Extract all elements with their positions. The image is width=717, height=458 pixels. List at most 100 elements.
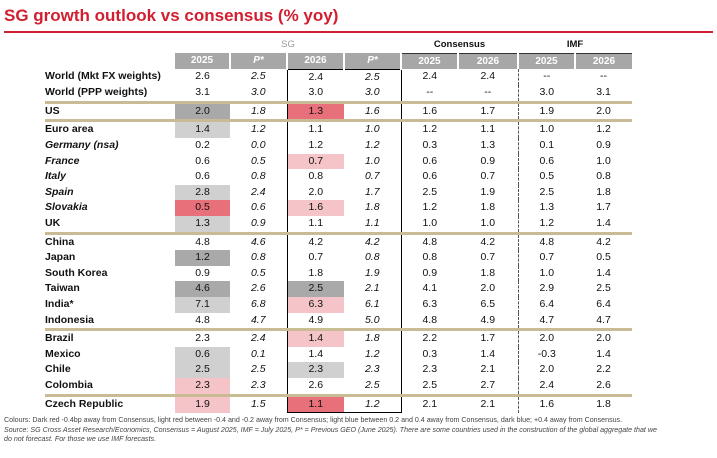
cell-sg-2025: 2.8: [175, 184, 230, 201]
growth-table: SG Consensus IMF 2025 P* 2026 P* 2025 20…: [44, 37, 632, 414]
cell-sg-2026: 3.0: [286, 85, 344, 103]
row-label: Colombia: [45, 378, 93, 391]
cell-sg-prev-2025: 1.5: [230, 393, 287, 413]
cell-imf-2026: 1.8: [596, 185, 611, 198]
cell-sg-2026: 2.4: [286, 68, 344, 86]
cell-sg-prev-2025: 1.2: [230, 119, 287, 139]
cell-sg-2026: 2.3: [286, 362, 344, 378]
cell-sg-2025: 0.9: [195, 266, 210, 279]
cell-consensus-2026: 4.9: [480, 313, 496, 326]
header-group-imf: IMF: [518, 37, 632, 54]
cell-imf-2025: 3.0: [517, 85, 575, 103]
cell-sg-2025: 4.8: [195, 313, 210, 326]
cell-imf-2026: 1.4: [596, 347, 611, 360]
row-label: South Korea: [45, 266, 108, 279]
cell-sg-prev-2025: 0.9: [250, 217, 266, 230]
cell-imf-2025: 0.5: [517, 169, 575, 185]
table-row: Czech Republic 1.9 1.5 1.1 1.2 2.1 2.1 1.6 1.8: [45, 393, 632, 414]
cell-sg-prev-2025: 6.8: [250, 298, 266, 310]
cell-imf-2025: 1.0: [517, 265, 575, 282]
cell-consensus-2026: 6.5: [480, 298, 496, 310]
cell-consensus-2025: 2.2: [401, 328, 458, 347]
cell-consensus-2026: 1.4: [480, 347, 496, 360]
cell-imf-2025: 1.0: [517, 119, 575, 139]
table-body: World (Mkt FX weights) 2.6 2.5 2.4 2.5 2.4 2.4…: [45, 68, 632, 414]
title-divider: [4, 31, 713, 33]
cell-sg-2026: 1.1: [286, 216, 344, 234]
cell-sg-prev-2026: 2.5: [344, 68, 402, 86]
row-label: World (Mkt FX weights): [45, 70, 161, 83]
cell-imf-2025: 2.9: [517, 281, 575, 297]
row-label: India*: [45, 298, 74, 310]
cell-sg-prev-2025: 0.8: [250, 170, 266, 183]
table-row: Japan 1.2 0.8 0.7 0.8 0.8 0.7 0.7 0.5: [45, 250, 632, 266]
cell-sg-2025: 2.3: [175, 328, 230, 347]
row-label: Mexico: [45, 347, 81, 360]
row-label: Slovakia: [45, 201, 88, 214]
cell-consensus-2026: 0.7: [480, 251, 496, 264]
cell-consensus-2025: 1.2: [422, 201, 438, 214]
cell-consensus-2026: 0.7: [480, 170, 496, 183]
cell-sg-prev-2026: 1.0: [344, 119, 402, 139]
cell-sg-prev-2026: 1.8: [344, 328, 402, 347]
row-label: Euro area: [45, 119, 175, 139]
cell-consensus-2025: 4.8: [401, 231, 458, 251]
cell-sg-2026: 0.8: [286, 169, 344, 185]
row-label: Spain: [45, 185, 74, 198]
cell-sg-2025: 0.5: [175, 200, 230, 217]
row-label: Indonesia: [45, 313, 95, 326]
row-label: US: [45, 100, 175, 121]
row-label: Brazil: [45, 328, 175, 347]
cell-sg-2026: 4.2: [286, 231, 344, 251]
cell-sg-prev-2026: 1.7: [344, 184, 402, 201]
table-row: World (PPP weights) 3.1 3.0 3.0 3.0 -- -- 3.0 3.…: [45, 85, 632, 103]
page-title: SG growth outlook vs consensus (% yoy): [4, 6, 339, 25]
cell-imf-2025: -0.3: [517, 346, 575, 363]
cell-sg-2025: 2.6: [195, 70, 210, 83]
cell-sg-prev-2025: 3.0: [250, 86, 266, 99]
cell-consensus-2025: 4.1: [422, 282, 438, 295]
cell-sg-prev-2026: 1.0: [344, 153, 402, 170]
cell-consensus-2026: 1.9: [480, 185, 496, 198]
cell-sg-2026: 1.3: [286, 100, 344, 121]
row-label: Germany (nsa): [45, 139, 119, 152]
cell-imf-2026: --: [600, 70, 607, 83]
cell-imf-2026: 2.2: [596, 363, 611, 376]
cell-imf-2026: 1.4: [596, 217, 611, 230]
table-row: Taiwan 4.6 2.6 2.5 2.1 4.1 2.0 2.9 2.5: [45, 281, 632, 297]
cell-imf-2025: 0.7: [517, 250, 575, 266]
header-imf-2026: 2026: [574, 53, 632, 70]
table-year-header: 2025 P* 2026 P* 2025 2026 2025 2026: [44, 53, 632, 70]
cell-consensus-2025: 1.6: [401, 100, 458, 121]
cell-sg-prev-2025: 2.3: [250, 378, 266, 391]
table-row: China 4.8 4.6 4.2 4.2 4.8 4.2 4.8 4.2: [45, 231, 632, 251]
cell-sg-prev-2025: 0.8: [250, 251, 266, 264]
cell-sg-prev-2026: 4.2: [344, 231, 402, 251]
cell-imf-2026: 4.7: [596, 313, 611, 326]
cell-imf-2026: 0.5: [596, 251, 611, 264]
cell-sg-2025: 1.2: [175, 250, 230, 266]
cell-imf-2026: 4.2: [575, 231, 632, 251]
cell-consensus-2025: 2.5: [422, 378, 438, 391]
cell-sg-prev-2026: 2.1: [344, 281, 402, 297]
cell-imf-2025: --: [517, 69, 575, 86]
cell-imf-2026: 2.0: [575, 328, 632, 347]
cell-sg-2025: 2.3: [175, 377, 230, 396]
cell-sg-2025: 0.6: [195, 154, 210, 167]
cell-sg-prev-2026: 1.2: [344, 346, 402, 363]
cell-sg-2026: 4.9: [286, 312, 344, 330]
cell-sg-prev-2025: 0.6: [250, 201, 266, 214]
cell-sg-2026: 2.0: [286, 184, 344, 201]
cell-imf-2026: 2.0: [575, 100, 632, 121]
cell-imf-2025: 2.5: [517, 184, 575, 201]
cell-imf-2026: 0.8: [596, 170, 611, 183]
cell-sg-2025: 0.2: [195, 139, 210, 152]
cell-imf-2025: 0.6: [517, 153, 575, 170]
cell-sg-2025: 4.6: [175, 281, 230, 297]
cell-imf-2025: 4.7: [517, 312, 575, 330]
cell-imf-2026: 1.2: [575, 119, 632, 139]
table-row: US 2.0 1.8 1.3 1.6 1.6 1.7 1.9 2.0: [45, 100, 632, 121]
cell-sg-prev-2026: 6.1: [344, 297, 402, 313]
cell-imf-2026: 0.9: [596, 139, 611, 152]
cell-imf-2026: 1.0: [596, 154, 611, 167]
